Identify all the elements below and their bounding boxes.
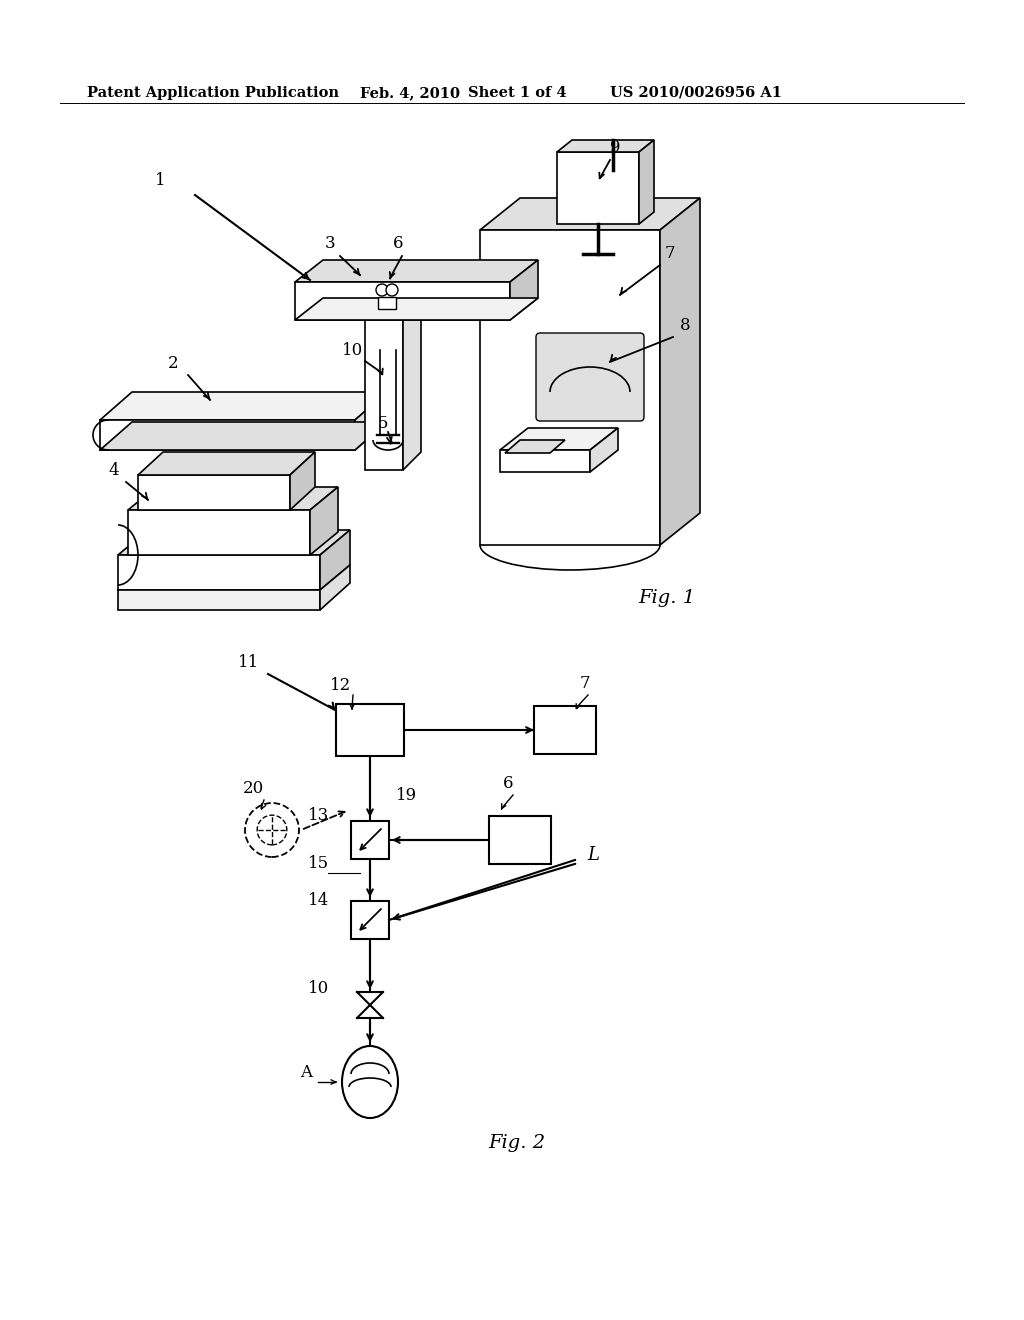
Polygon shape — [355, 392, 387, 450]
Polygon shape — [310, 487, 338, 554]
Polygon shape — [590, 428, 618, 473]
Polygon shape — [557, 140, 654, 152]
Text: 5: 5 — [378, 414, 388, 432]
Polygon shape — [295, 282, 510, 319]
Polygon shape — [403, 277, 421, 470]
Polygon shape — [118, 531, 350, 554]
Text: Fig. 2: Fig. 2 — [488, 1134, 545, 1152]
Polygon shape — [319, 565, 350, 610]
Text: 13: 13 — [308, 807, 330, 824]
Bar — [534, 706, 596, 754]
Text: Fig. 1: Fig. 1 — [638, 589, 695, 607]
Polygon shape — [639, 140, 654, 224]
Text: 20: 20 — [243, 780, 264, 797]
Circle shape — [376, 284, 388, 296]
Polygon shape — [290, 451, 315, 510]
Polygon shape — [118, 554, 319, 590]
Polygon shape — [505, 440, 565, 453]
Text: 7: 7 — [665, 246, 676, 261]
Polygon shape — [100, 392, 387, 420]
Text: 1: 1 — [155, 172, 166, 189]
Text: Patent Application Publication: Patent Application Publication — [87, 86, 339, 100]
Bar — [489, 816, 551, 865]
Polygon shape — [500, 450, 590, 473]
Text: 6: 6 — [503, 775, 513, 792]
Text: 7: 7 — [580, 675, 591, 692]
Text: 9: 9 — [610, 139, 621, 156]
Polygon shape — [128, 487, 338, 510]
Text: A: A — [300, 1064, 312, 1081]
Polygon shape — [138, 475, 290, 510]
Bar — [351, 821, 389, 859]
Text: Sheet 1 of 4: Sheet 1 of 4 — [468, 86, 566, 100]
Text: 15: 15 — [308, 855, 329, 873]
Text: 6: 6 — [393, 235, 403, 252]
Bar — [351, 902, 389, 939]
Text: 10: 10 — [308, 979, 330, 997]
Circle shape — [386, 284, 398, 296]
Bar — [378, 297, 396, 309]
Polygon shape — [660, 198, 700, 545]
Polygon shape — [138, 451, 315, 475]
Text: 12: 12 — [330, 677, 351, 694]
FancyBboxPatch shape — [536, 333, 644, 421]
Polygon shape — [365, 294, 403, 470]
Ellipse shape — [342, 1045, 398, 1118]
Circle shape — [245, 803, 299, 857]
Text: 10: 10 — [342, 342, 364, 359]
Polygon shape — [500, 428, 618, 450]
Text: 4: 4 — [108, 462, 119, 479]
Polygon shape — [100, 422, 387, 450]
Polygon shape — [319, 531, 350, 590]
Text: 14: 14 — [308, 892, 330, 909]
Polygon shape — [510, 260, 538, 319]
Text: 11: 11 — [238, 653, 259, 671]
Text: 3: 3 — [325, 235, 336, 252]
Bar — [336, 704, 404, 756]
Polygon shape — [128, 510, 310, 554]
Polygon shape — [557, 152, 639, 224]
Text: 2: 2 — [168, 355, 178, 372]
Polygon shape — [295, 260, 538, 282]
Text: US 2010/0026956 A1: US 2010/0026956 A1 — [610, 86, 782, 100]
Polygon shape — [480, 198, 700, 230]
Polygon shape — [100, 420, 355, 450]
Text: Feb. 4, 2010: Feb. 4, 2010 — [360, 86, 460, 100]
Text: 8: 8 — [680, 317, 690, 334]
Text: L: L — [587, 846, 599, 865]
Polygon shape — [118, 590, 319, 610]
Circle shape — [257, 816, 287, 845]
Polygon shape — [480, 230, 660, 545]
Text: 19: 19 — [396, 787, 417, 804]
Polygon shape — [295, 298, 538, 319]
